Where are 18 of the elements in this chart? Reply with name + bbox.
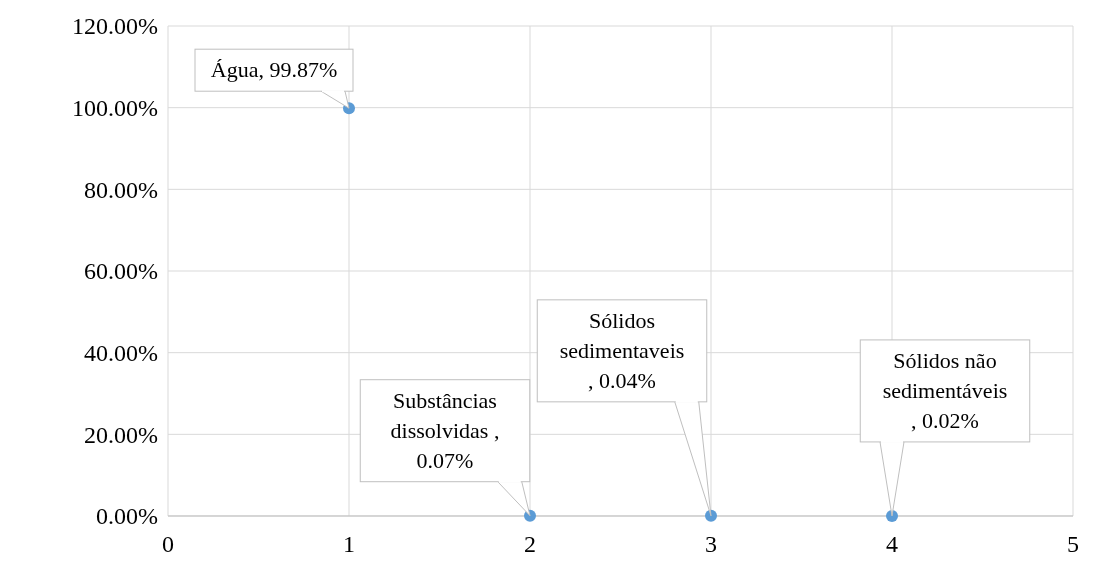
y-tick-label: 120.00% bbox=[72, 13, 158, 40]
annotation: Substâncias dissolvidas , 0.07% bbox=[390, 387, 500, 473]
x-tick-label: 5 bbox=[1067, 531, 1079, 557]
x-tick-label: 0 bbox=[162, 531, 174, 557]
point bbox=[705, 509, 717, 522]
x-tick-label: 1 bbox=[343, 531, 355, 557]
annotation: Sólidos não sedimentáveis , 0.02% bbox=[882, 347, 1008, 433]
x-tick-label: 3 bbox=[705, 531, 717, 557]
y-tick-label: 100.00% bbox=[72, 95, 158, 122]
y-tick-label: 0.00% bbox=[96, 503, 158, 530]
annotation: Água, 99.87% bbox=[210, 57, 338, 83]
x-tick-label: 2 bbox=[524, 531, 536, 557]
annotation: Sólidos sedimentaveis , 0.04% bbox=[559, 307, 685, 393]
y-tick-label: 80.00% bbox=[84, 176, 158, 203]
y-tick-label: 20.00% bbox=[84, 421, 158, 448]
y-tick-label: 60.00% bbox=[84, 258, 158, 285]
x-tick-label: 4 bbox=[886, 531, 898, 557]
y-tick-label: 40.00% bbox=[84, 340, 158, 367]
